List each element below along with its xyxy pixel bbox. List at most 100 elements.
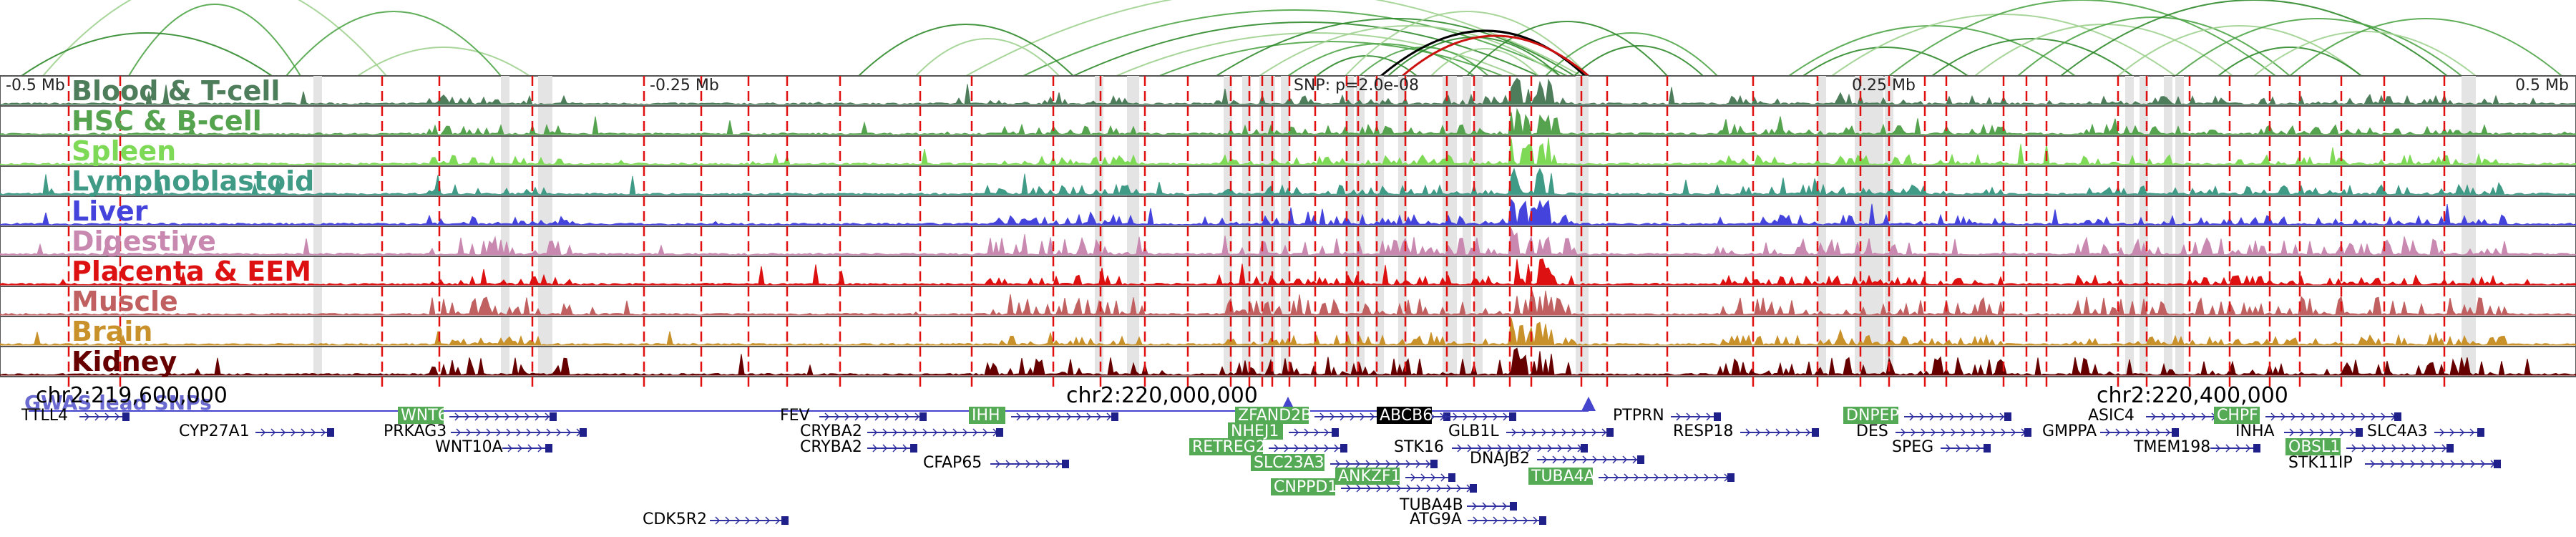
gene-name-label: STK16 bbox=[1394, 438, 1444, 456]
strand-chevron bbox=[1745, 428, 1751, 437]
strand-chevron bbox=[2440, 460, 2446, 468]
strand-chevron bbox=[311, 428, 316, 437]
strand-chevron bbox=[2311, 412, 2316, 421]
interaction-arc bbox=[1802, 47, 1968, 77]
strand-chevron bbox=[1714, 473, 1719, 482]
strand-chevron bbox=[2381, 444, 2387, 453]
strand-chevron bbox=[94, 412, 100, 421]
strand-chevron bbox=[1537, 444, 1543, 453]
strand-chevron bbox=[2421, 444, 2427, 453]
strand-chevron bbox=[1654, 473, 1659, 482]
strand-chevron bbox=[2181, 412, 2187, 421]
strand-chevron bbox=[1941, 428, 1946, 437]
strand-chevron bbox=[1547, 444, 1553, 453]
gene: DNPEP bbox=[1843, 407, 2011, 425]
strand-chevron bbox=[1324, 444, 1330, 453]
coordinate-label: chr2:220,000,000 bbox=[1066, 383, 1258, 408]
gene-name-label: CRYBA2 bbox=[800, 422, 862, 440]
gene: CHPF bbox=[2214, 407, 2401, 425]
gene-name-label: SPEG bbox=[1892, 438, 1933, 456]
exon-block bbox=[1812, 428, 1819, 437]
strand-chevron bbox=[1106, 412, 1112, 421]
strand-chevron bbox=[2225, 444, 2231, 453]
strand-chevron bbox=[1533, 516, 1538, 525]
strand-chevron bbox=[1385, 460, 1391, 468]
interaction-arc bbox=[128, 4, 301, 77]
gene: TUBA4B bbox=[1399, 496, 1518, 514]
strand-chevron bbox=[2171, 412, 2177, 421]
gene-name-label: TTLL4 bbox=[21, 407, 68, 425]
strand-chevron bbox=[972, 428, 978, 437]
snp-pvalue-label: SNP: p=2.0e-08 bbox=[1294, 77, 1419, 95]
strand-chevron bbox=[1704, 473, 1709, 482]
strand-chevron bbox=[2449, 428, 2455, 437]
strand-chevron bbox=[2400, 460, 2406, 468]
strand-chevron bbox=[1360, 412, 1365, 421]
interaction-arc bbox=[1023, 9, 1568, 77]
strand-chevron bbox=[2410, 460, 2416, 468]
strand-chevron bbox=[2155, 428, 2161, 437]
gene: CFAP65 bbox=[923, 454, 1069, 472]
strand-chevron bbox=[2135, 428, 2141, 437]
strand-chevron bbox=[1999, 412, 2005, 421]
gene-highlight-box bbox=[1228, 422, 1283, 440]
gwas-pointer bbox=[1581, 397, 1596, 411]
strand-chevron bbox=[1503, 516, 1508, 525]
strand-chevron bbox=[872, 428, 878, 437]
exon-block bbox=[1340, 444, 1347, 453]
strand-chevron bbox=[995, 460, 1001, 468]
strand-chevron bbox=[1375, 460, 1381, 468]
exon-block bbox=[545, 444, 552, 453]
exon-block bbox=[1062, 460, 1069, 468]
gene: DES bbox=[1856, 422, 2031, 440]
interaction-arc bbox=[1574, 45, 1704, 77]
gene: TUBA4A bbox=[1528, 468, 1735, 485]
exon-block bbox=[1984, 444, 1991, 453]
gene: RETREG2 bbox=[1189, 438, 1347, 456]
strand-chevron bbox=[1571, 428, 1577, 437]
strand-chevron bbox=[1979, 412, 1985, 421]
strand-chevron bbox=[1025, 460, 1031, 468]
strand-chevron bbox=[1551, 428, 1557, 437]
gene-name-label: TUBA4A bbox=[1531, 468, 1595, 485]
interaction-arc bbox=[2175, 18, 2462, 77]
interaction-arc bbox=[1466, 21, 1668, 77]
strand-chevron bbox=[1334, 444, 1340, 453]
strand-chevron bbox=[1696, 412, 1702, 421]
exon-block bbox=[996, 428, 1003, 437]
exon-block bbox=[1470, 484, 1477, 493]
strand-chevron bbox=[932, 428, 938, 437]
strand-chevron bbox=[1493, 412, 1498, 421]
gene: WNT10A bbox=[435, 438, 553, 456]
strand-chevron bbox=[1591, 428, 1597, 437]
gene: DNAJB2 bbox=[1470, 450, 1644, 468]
gene-name-label: CFAP65 bbox=[923, 454, 982, 472]
gene: IHH bbox=[969, 407, 1118, 425]
strand-chevron bbox=[2280, 412, 2286, 421]
exon-block bbox=[1637, 455, 1644, 464]
gene-name-label: GMPPA bbox=[2042, 422, 2097, 440]
strand-chevron bbox=[1370, 412, 1375, 421]
strand-chevron bbox=[1035, 460, 1041, 468]
interaction-arc bbox=[42, 0, 387, 77]
strand-chevron bbox=[912, 428, 918, 437]
strand-chevron bbox=[1440, 473, 1446, 482]
strand-chevron bbox=[1365, 460, 1371, 468]
strand-chevron bbox=[1795, 428, 1801, 437]
strand-chevron bbox=[525, 412, 530, 421]
strand-chevron bbox=[2351, 444, 2357, 453]
strand-chevron bbox=[1345, 460, 1351, 468]
strand-chevron bbox=[1612, 455, 1618, 464]
gene-name-label: WNT10A bbox=[435, 438, 503, 456]
strand-chevron bbox=[1284, 444, 1289, 453]
gene-name-label: TMEM198 bbox=[2133, 438, 2210, 456]
strand-chevron bbox=[1624, 473, 1629, 482]
strand-chevron bbox=[1939, 412, 1945, 421]
strand-chevron bbox=[2480, 460, 2486, 468]
strand-chevron bbox=[1055, 460, 1061, 468]
strand-chevron bbox=[1909, 412, 1915, 421]
gene: RESP18 bbox=[1673, 422, 1819, 440]
exon-block bbox=[1539, 516, 1546, 525]
strand-chevron bbox=[1572, 455, 1578, 464]
